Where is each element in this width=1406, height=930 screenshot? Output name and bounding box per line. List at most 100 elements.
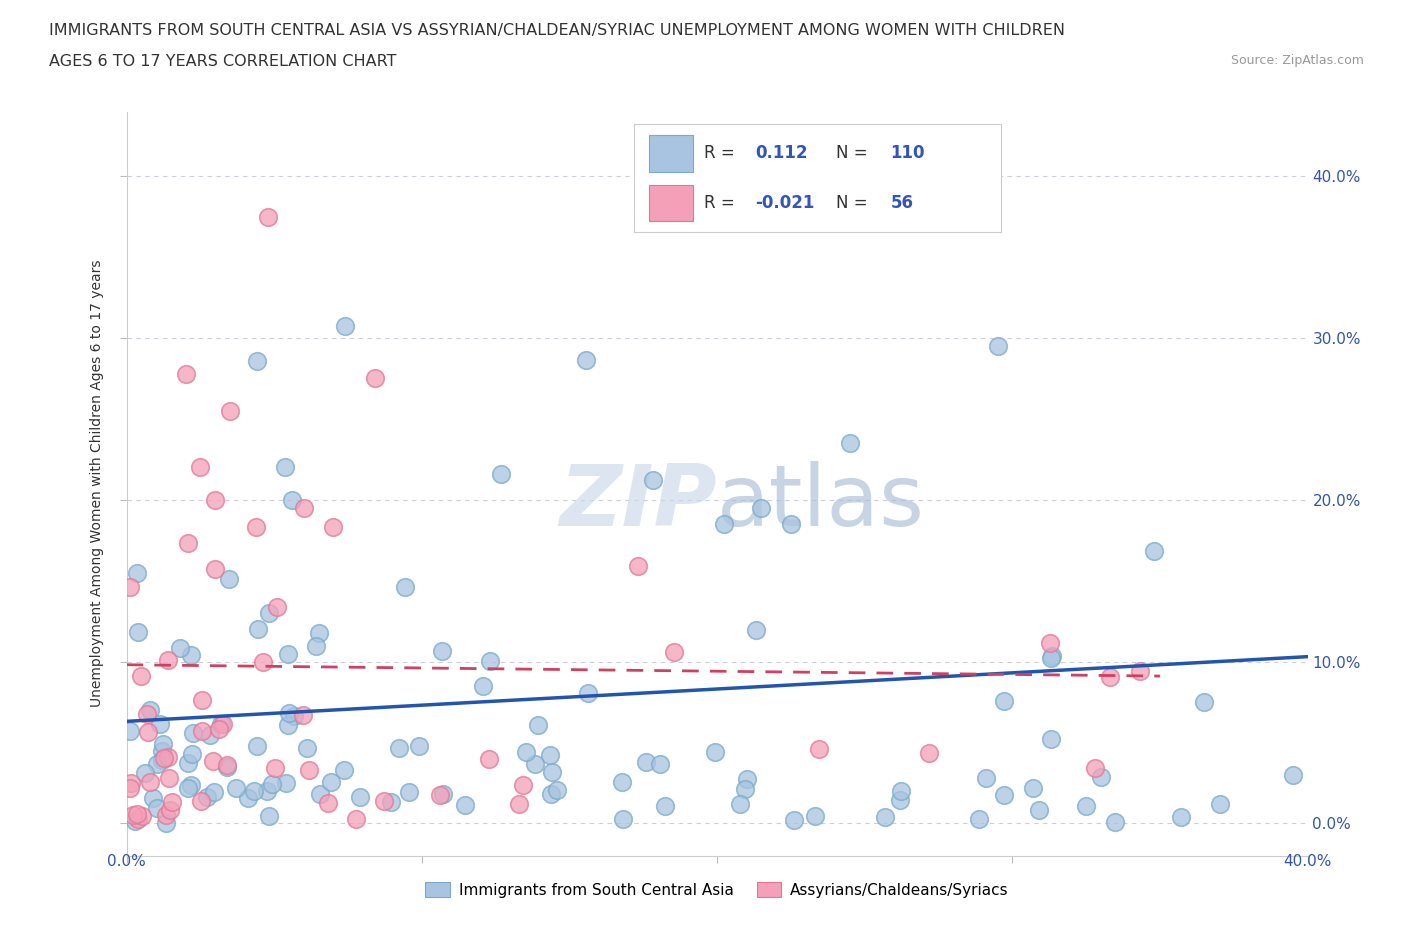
Point bbox=[454, 797, 477, 812]
Point bbox=[394, 579, 416, 594]
Point bbox=[308, 787, 330, 802]
Point bbox=[204, 492, 226, 507]
Point bbox=[540, 786, 562, 801]
Point bbox=[195, 790, 218, 804]
Point bbox=[160, 794, 183, 809]
Point bbox=[292, 500, 315, 515]
Point bbox=[1039, 732, 1062, 747]
Point bbox=[1104, 814, 1126, 829]
Point bbox=[993, 788, 1015, 803]
Point bbox=[274, 776, 297, 790]
Point bbox=[260, 777, 283, 791]
Point bbox=[190, 693, 212, 708]
Point bbox=[575, 352, 598, 367]
Point bbox=[264, 761, 287, 776]
Point bbox=[125, 806, 148, 821]
Point bbox=[281, 492, 304, 507]
Point bbox=[277, 717, 299, 732]
Point bbox=[612, 812, 634, 827]
Point bbox=[304, 638, 326, 653]
Point bbox=[291, 708, 314, 723]
Point bbox=[246, 738, 269, 753]
Point bbox=[432, 787, 454, 802]
Point bbox=[156, 653, 179, 668]
Point bbox=[308, 625, 330, 640]
Point bbox=[155, 816, 177, 830]
Point bbox=[142, 790, 165, 805]
Point bbox=[918, 746, 941, 761]
Point bbox=[1192, 695, 1215, 710]
Point bbox=[212, 717, 235, 732]
Point bbox=[804, 808, 827, 823]
Point bbox=[120, 724, 142, 738]
Point bbox=[408, 738, 430, 753]
Point bbox=[277, 646, 299, 661]
Point bbox=[349, 790, 371, 804]
Point bbox=[191, 724, 214, 738]
Point bbox=[152, 752, 174, 767]
Point bbox=[124, 814, 146, 829]
Point bbox=[515, 744, 537, 759]
Point bbox=[1084, 761, 1107, 776]
Point bbox=[373, 794, 395, 809]
Point bbox=[333, 319, 356, 334]
Point bbox=[145, 756, 167, 771]
Point bbox=[150, 743, 173, 758]
Point bbox=[204, 562, 226, 577]
Y-axis label: Unemployment Among Women with Children Ages 6 to 17 years: Unemployment Among Women with Children A… bbox=[90, 259, 104, 708]
Point bbox=[316, 795, 339, 810]
Text: IMMIGRANTS FROM SOUTH CENTRAL ASIA VS ASSYRIAN/CHALDEAN/SYRIAC UNEMPLOYMENT AMON: IMMIGRANTS FROM SOUTH CENTRAL ASIA VS AS… bbox=[49, 23, 1066, 38]
Point bbox=[1028, 803, 1050, 817]
Point bbox=[219, 404, 242, 418]
Point bbox=[177, 780, 200, 795]
Point bbox=[169, 641, 191, 656]
Point bbox=[180, 777, 202, 792]
Point bbox=[245, 353, 267, 368]
Point bbox=[1282, 767, 1305, 782]
Point bbox=[120, 776, 142, 790]
Point bbox=[478, 752, 501, 767]
Point bbox=[188, 460, 212, 475]
Point bbox=[380, 795, 402, 810]
Point bbox=[295, 740, 318, 755]
Point bbox=[120, 780, 142, 795]
Point bbox=[127, 811, 149, 826]
Point bbox=[180, 746, 202, 761]
Point bbox=[751, 500, 773, 515]
Point bbox=[627, 558, 650, 573]
Point bbox=[190, 794, 212, 809]
Text: 0.0%: 0.0% bbox=[107, 854, 146, 869]
Point bbox=[704, 744, 727, 759]
Point bbox=[153, 751, 176, 765]
Point bbox=[889, 792, 911, 807]
Point bbox=[576, 685, 599, 700]
Point bbox=[243, 784, 266, 799]
Point bbox=[1039, 650, 1062, 665]
Point bbox=[256, 783, 278, 798]
Point bbox=[1129, 664, 1152, 679]
Point bbox=[157, 771, 180, 786]
Point bbox=[218, 572, 240, 587]
Point bbox=[159, 803, 181, 817]
Point bbox=[319, 775, 342, 790]
Point bbox=[266, 600, 288, 615]
Point bbox=[610, 775, 633, 790]
Point bbox=[152, 737, 174, 751]
Point bbox=[136, 724, 159, 739]
Point bbox=[388, 740, 411, 755]
Point bbox=[527, 717, 550, 732]
Point bbox=[247, 621, 270, 636]
Point bbox=[181, 725, 204, 740]
Point bbox=[734, 781, 756, 796]
Point bbox=[1170, 809, 1192, 824]
Point bbox=[202, 785, 225, 800]
Point bbox=[225, 780, 247, 795]
Point bbox=[157, 749, 180, 764]
Point bbox=[118, 579, 141, 594]
Point bbox=[252, 655, 274, 670]
Text: AGES 6 TO 17 YEARS CORRELATION CHART: AGES 6 TO 17 YEARS CORRELATION CHART bbox=[49, 54, 396, 69]
Point bbox=[139, 775, 162, 790]
Point bbox=[508, 796, 530, 811]
Point bbox=[322, 520, 344, 535]
Point bbox=[131, 809, 153, 824]
